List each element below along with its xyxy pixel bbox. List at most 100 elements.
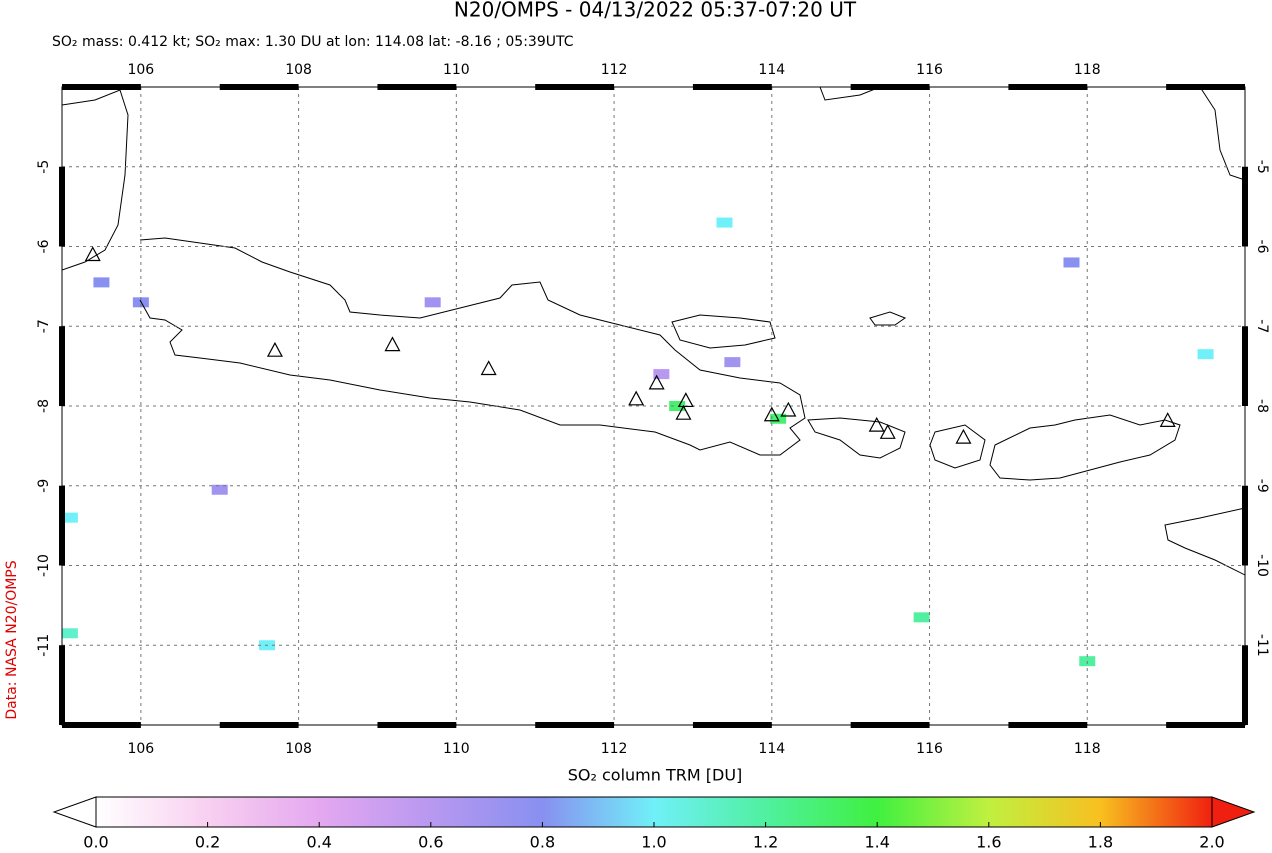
coast-bali bbox=[807, 417, 906, 459]
frame-segment bbox=[535, 722, 615, 728]
frame-segment bbox=[1242, 645, 1248, 725]
colorbar-tick-label: 1.0 bbox=[641, 833, 666, 852]
coast-java bbox=[139, 237, 806, 456]
x-tick-label: 116 bbox=[916, 62, 943, 78]
x-tick-label: 108 bbox=[285, 741, 312, 757]
frame-segment bbox=[1166, 722, 1245, 728]
volcano-marker bbox=[763, 406, 780, 422]
y-tick-label: -5 bbox=[1254, 160, 1270, 174]
y-tick-label: -11 bbox=[36, 634, 52, 657]
y-tick-label: -10 bbox=[36, 554, 52, 577]
x-tick-label: 118 bbox=[1074, 62, 1101, 78]
so2-pixel bbox=[424, 297, 441, 308]
so2-pixel bbox=[93, 277, 110, 288]
frame-segment bbox=[62, 722, 141, 728]
volcano-marker bbox=[868, 416, 885, 432]
so2-pixel bbox=[1197, 349, 1214, 360]
y-tick-label: -7 bbox=[1254, 319, 1270, 333]
volcano-marker bbox=[1159, 412, 1176, 427]
frame-segment bbox=[62, 84, 141, 90]
x-tick-label: 106 bbox=[127, 62, 154, 78]
frame-segment bbox=[1008, 722, 1088, 728]
colorbar-tick-label: 0.2 bbox=[195, 833, 220, 852]
colorbar-tick-label: 0.4 bbox=[306, 833, 331, 852]
volcano-marker bbox=[955, 428, 972, 444]
frame-segment bbox=[1008, 84, 1088, 90]
title: N20/OMPS - 04/13/2022 05:37-07:20 UT bbox=[454, 0, 857, 22]
volcano-marker bbox=[266, 341, 283, 357]
so2-pixel bbox=[716, 217, 733, 228]
frame-segment bbox=[59, 485, 65, 566]
so2-pixel bbox=[62, 512, 78, 523]
y-tick-label: -6 bbox=[36, 239, 52, 253]
colorbar-tick-label: 1.8 bbox=[1088, 833, 1113, 852]
subtitle: SO₂ mass: 0.412 kt; SO₂ max: 1.30 DU at … bbox=[52, 34, 574, 50]
coast-sulawesi bbox=[1199, 87, 1245, 181]
coastlines bbox=[62, 87, 1245, 576]
coast-sumba bbox=[1164, 507, 1245, 576]
source-label: Data: NASA N20/OMPS bbox=[4, 560, 20, 719]
frame-segment bbox=[1242, 485, 1248, 566]
x-tick-label: 106 bbox=[127, 741, 154, 757]
coast-borneo bbox=[819, 87, 881, 101]
colorbar-tick-label: 1.2 bbox=[753, 833, 778, 852]
y-tick-label: -7 bbox=[36, 319, 52, 333]
x-tick-label: 108 bbox=[285, 62, 312, 78]
y-tick-label: -8 bbox=[36, 399, 52, 413]
x-tick-label: 118 bbox=[1074, 741, 1101, 757]
frame-segments bbox=[59, 84, 1248, 728]
y-tick-label: -5 bbox=[36, 160, 52, 174]
frame-segment bbox=[535, 84, 615, 90]
volcano-marker bbox=[628, 390, 645, 406]
x-tick-label: 114 bbox=[758, 741, 785, 757]
y-tick-label: -6 bbox=[1254, 240, 1270, 254]
frame-segment bbox=[59, 645, 65, 725]
coast-lombok bbox=[929, 424, 986, 469]
y-tick-label: -9 bbox=[36, 479, 52, 493]
coast-sumatra bbox=[62, 89, 129, 271]
frame-segment bbox=[59, 326, 65, 406]
frame-segment bbox=[219, 722, 299, 728]
frame-segment bbox=[850, 722, 930, 728]
frame-segment bbox=[1166, 84, 1245, 90]
volcano-marker bbox=[879, 424, 896, 439]
volcano-marker bbox=[84, 246, 101, 262]
frame-segment bbox=[692, 722, 772, 728]
y-tick-label: -11 bbox=[1254, 634, 1270, 657]
y-tick-label: -8 bbox=[1254, 399, 1270, 413]
volcano-marker bbox=[675, 404, 692, 420]
so2-pixel bbox=[724, 357, 741, 368]
x-tick-label: 112 bbox=[601, 62, 628, 78]
colorbar: 0.0 0.2 0.4 0.6 0.8 1.0 1.2 1.4 1.6 1.8 2.0 bbox=[52, 796, 1256, 852]
colorbar-tick-label: 0.0 bbox=[83, 833, 108, 852]
so2-pixel bbox=[913, 612, 930, 623]
volcano-layer bbox=[84, 246, 1176, 444]
frame-segment bbox=[692, 84, 772, 90]
x-tick-label: 110 bbox=[443, 62, 470, 78]
frame-segment bbox=[377, 722, 457, 728]
frame-segment bbox=[1242, 166, 1248, 247]
x-tick-label: 110 bbox=[443, 741, 470, 757]
frame-segment bbox=[219, 84, 299, 90]
so2-pixel bbox=[1063, 257, 1080, 268]
volcano-marker bbox=[780, 401, 797, 417]
volcano-marker bbox=[677, 392, 694, 408]
frame-segment bbox=[59, 166, 65, 247]
coast-madura bbox=[671, 314, 776, 349]
colorbar-tick-label: 0.6 bbox=[418, 833, 443, 852]
x-tick-label: 112 bbox=[601, 741, 628, 757]
volcano-marker bbox=[480, 360, 497, 376]
colorbar-tick-label: 0.8 bbox=[530, 833, 555, 852]
so2-pixel bbox=[669, 401, 686, 411]
frame-segment bbox=[377, 84, 457, 90]
volcano-marker bbox=[384, 336, 401, 352]
so2-pixel bbox=[211, 484, 228, 495]
frame-segment bbox=[850, 84, 930, 90]
tick-labels: 106 106 108 108 110 110 112 112 114 114 116 116 118 1… bbox=[36, 62, 1270, 757]
grid-layer bbox=[62, 87, 1245, 725]
frame-segment bbox=[1242, 326, 1248, 406]
y-tick-label: -9 bbox=[1254, 479, 1270, 493]
coast-kangean bbox=[869, 311, 907, 326]
colorbar-label: SO₂ column TRM [DU] bbox=[568, 766, 743, 785]
